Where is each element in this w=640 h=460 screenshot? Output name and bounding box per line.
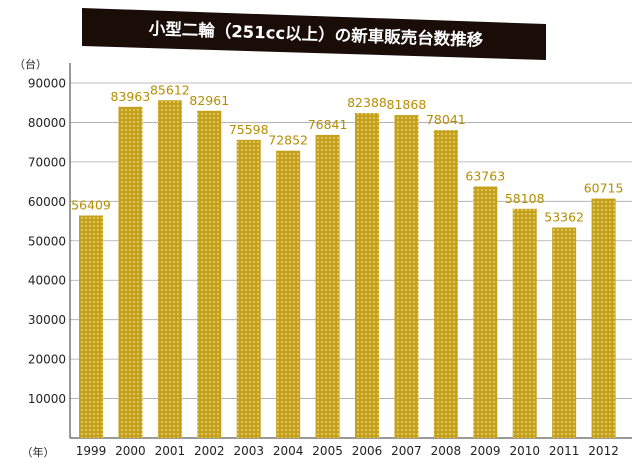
x-tick-label: 2001 [155, 444, 186, 458]
data-label-1999: 56409 [71, 197, 111, 212]
data-label-2005: 76841 [308, 117, 348, 132]
x-tick-label: 2004 [273, 444, 304, 458]
y-tick-label: 50000 [28, 234, 66, 248]
data-label-2012: 60715 [584, 181, 624, 196]
bars [79, 100, 616, 438]
x-tick-label: 2011 [549, 444, 580, 458]
x-tick-label: 2009 [470, 444, 501, 458]
data-label-2010: 58108 [505, 191, 545, 206]
x-tick-label: 2010 [509, 444, 540, 458]
data-label-2002: 82961 [189, 93, 229, 108]
data-label-2004: 72852 [268, 133, 308, 148]
data-label-2011: 53362 [544, 210, 584, 225]
bar-2011 [552, 227, 577, 438]
data-label-2008: 78041 [426, 112, 466, 127]
bar-2009 [473, 186, 498, 438]
x-tick-label: 2012 [588, 444, 619, 458]
bar-2006 [355, 113, 379, 438]
bar-2005 [315, 134, 340, 438]
bar-2012 [591, 198, 616, 438]
axes [69, 63, 632, 439]
bar-2010 [512, 208, 537, 438]
data-label-2007: 81868 [387, 97, 427, 112]
y-tick-label: 20000 [28, 353, 66, 367]
data-label-2009: 63763 [465, 168, 505, 183]
data-label-2006: 82388 [347, 95, 387, 110]
x-tick-label: 2005 [312, 444, 343, 458]
grid-lines [70, 82, 632, 399]
bar-2001 [157, 100, 182, 438]
x-tick-label: 2002 [194, 444, 225, 458]
x-tick-label: 2007 [391, 444, 422, 458]
x-tick-label: 1999 [76, 444, 107, 458]
y-tick-label: 90000 [28, 77, 66, 91]
chart-title-banner: 小型二輪（251cc以上）の新車販売台数推移 [82, 8, 546, 60]
y-axis-unit-label: （台） [14, 57, 47, 71]
bar-2007 [394, 115, 419, 438]
bar-2003 [236, 139, 261, 438]
data-label-2001: 85612 [150, 82, 190, 97]
y-tick-label: 60000 [28, 195, 66, 209]
x-tick-label: 2000 [115, 444, 146, 458]
bar-2008 [433, 130, 458, 438]
y-tick-label: 40000 [28, 274, 66, 288]
bar-1999 [79, 215, 103, 438]
x-tick-label: 2006 [352, 444, 383, 458]
data-label-2003: 75598 [229, 122, 269, 137]
bar-2000 [118, 106, 143, 438]
x-tick-label: 2008 [431, 444, 462, 458]
data-label-2000: 83963 [111, 89, 151, 104]
y-tick-labels: 10000 20000 30000 40000 50000 60000 70000 80000… [28, 77, 66, 407]
y-tick-label: 80000 [28, 116, 66, 130]
x-tick-label: 2003 [233, 444, 264, 458]
bar-2002 [197, 110, 222, 438]
title-banner-background [82, 8, 546, 60]
y-tick-label: 70000 [28, 155, 66, 169]
x-axis-unit-label: （年） [22, 445, 55, 459]
x-tick-labels: 1999 2000 2001 2002 2003 2004 2005 2006 2007 2008… [76, 444, 619, 458]
y-tick-label: 30000 [28, 313, 66, 327]
bar-2004 [276, 150, 301, 438]
y-tick-label: 10000 [28, 392, 66, 406]
